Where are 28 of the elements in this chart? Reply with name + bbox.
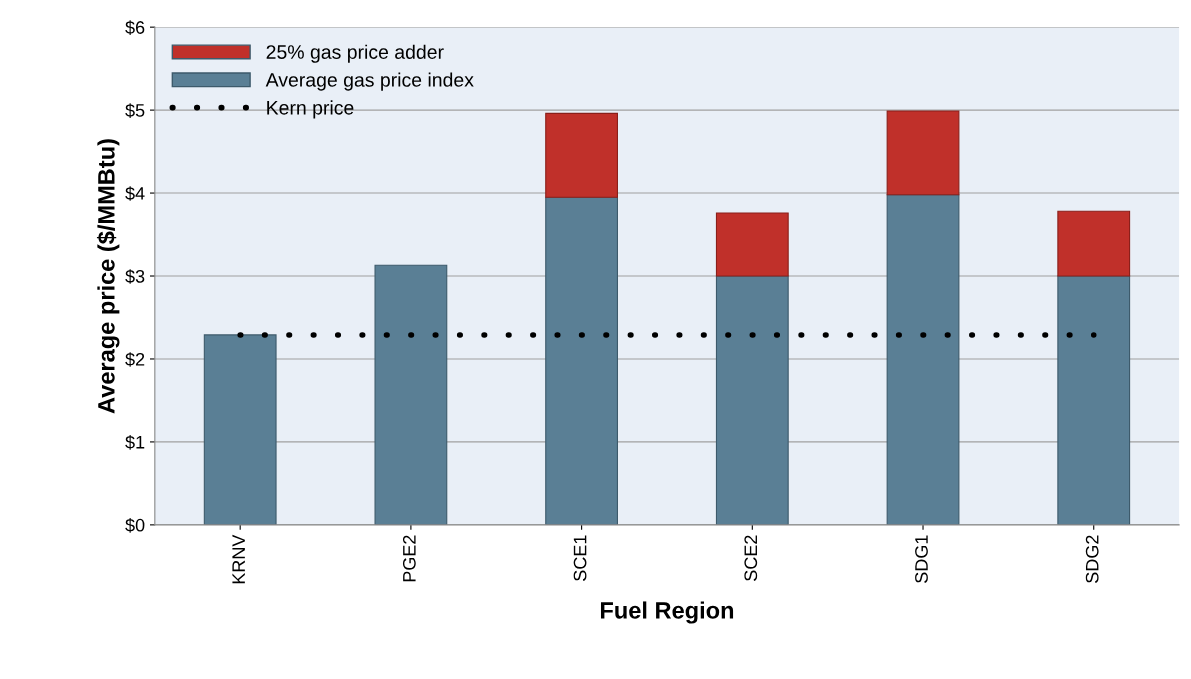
y-tick-label: $4 (125, 186, 145, 201)
bar (1057, 275, 1131, 525)
x-tick-label: SCE1 (573, 535, 587, 581)
y-tick-label: $3 (125, 269, 145, 284)
x-tick-label: SDG1 (915, 535, 928, 583)
bar (715, 212, 789, 277)
bar (886, 110, 960, 196)
x-tick-label: SDG2 (1085, 535, 1099, 583)
y-axis-title: Average price ($/MMBtu) (96, 139, 120, 414)
legend-label: Average gas price index (265, 72, 474, 91)
bar (545, 196, 619, 525)
y-tick-label: $5 (125, 103, 145, 118)
bar (715, 275, 789, 525)
x-tick-label: SCE2 (744, 535, 758, 581)
legend-label: Kern price (267, 100, 354, 119)
y-tick-label: $1 (125, 435, 145, 450)
x-tick-label: KRNV (232, 534, 245, 584)
legend-label: 25% gas price adder (266, 44, 444, 63)
y-tick-label: $6 (125, 20, 145, 35)
y-tick-label: $0 (125, 518, 145, 533)
x-axis-title: Fuel Region (600, 601, 734, 624)
bar (203, 334, 277, 525)
y-tick-label: $2 (125, 352, 145, 367)
x-tick-label: PGE2 (402, 535, 416, 582)
bar (1057, 210, 1131, 277)
bar (374, 264, 448, 525)
bar (886, 194, 960, 525)
bar (545, 112, 619, 198)
